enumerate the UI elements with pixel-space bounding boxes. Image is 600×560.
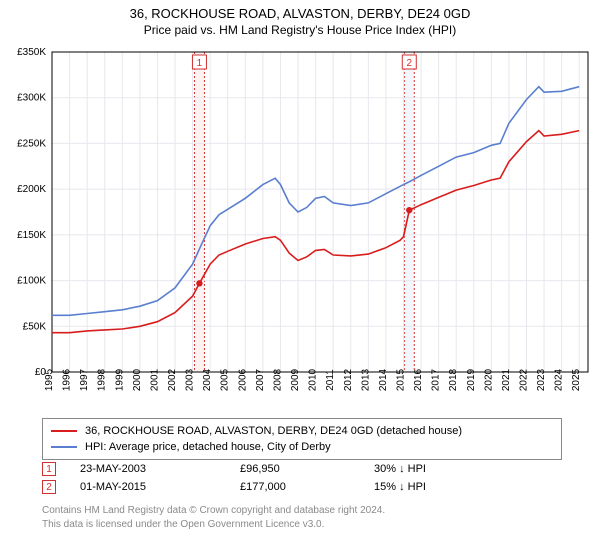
marker-row-1: 1 23-MAY-2003 £96,950 30% ↓ HPI	[42, 460, 562, 478]
page-subtitle: Price paid vs. HM Land Registry's House …	[0, 23, 600, 37]
svg-text:£200K: £200K	[17, 184, 46, 195]
marker-date-1: 23-MAY-2003	[80, 463, 216, 475]
footer-line-1: Contains HM Land Registry data © Crown c…	[42, 504, 562, 518]
svg-text:£50K: £50K	[23, 321, 47, 332]
page-title: 36, ROCKHOUSE ROAD, ALVASTON, DERBY, DE2…	[0, 6, 600, 21]
marker-delta-1: 30% ↓ HPI	[374, 463, 494, 475]
marker-badge-2: 2	[42, 480, 56, 494]
marker-badge-1: 1	[42, 462, 56, 476]
legend-item-hpi: HPI: Average price, detached house, City…	[51, 439, 553, 455]
chart-svg: £0£50K£100K£150K£200K£250K£300K£350K1995…	[0, 44, 600, 414]
svg-text:£150K: £150K	[17, 230, 46, 241]
legend-swatch-hpi	[51, 446, 77, 448]
svg-text:£250K: £250K	[17, 138, 46, 149]
svg-text:2: 2	[406, 58, 412, 69]
marker-price-1: £96,950	[240, 463, 350, 475]
marker-price-2: £177,000	[240, 481, 350, 493]
legend-swatch-subject	[51, 430, 77, 432]
legend-item-subject: 36, ROCKHOUSE ROAD, ALVASTON, DERBY, DE2…	[51, 423, 553, 439]
svg-text:£300K: £300K	[17, 93, 46, 104]
legend-label-hpi: HPI: Average price, detached house, City…	[85, 441, 331, 453]
footer-line-2: This data is licensed under the Open Gov…	[42, 518, 562, 532]
footer: Contains HM Land Registry data © Crown c…	[42, 504, 562, 531]
legend-label-subject: 36, ROCKHOUSE ROAD, ALVASTON, DERBY, DE2…	[85, 425, 462, 437]
marker-date-2: 01-MAY-2015	[80, 481, 216, 493]
marker-table: 1 23-MAY-2003 £96,950 30% ↓ HPI 2 01-MAY…	[42, 460, 562, 496]
svg-text:£100K: £100K	[17, 276, 46, 287]
price-chart: £0£50K£100K£150K£200K£250K£300K£350K1995…	[0, 44, 600, 414]
legend: 36, ROCKHOUSE ROAD, ALVASTON, DERBY, DE2…	[42, 418, 562, 460]
marker-row-2: 2 01-MAY-2015 £177,000 15% ↓ HPI	[42, 478, 562, 496]
svg-text:1: 1	[197, 58, 203, 69]
svg-text:£350K: £350K	[17, 47, 46, 58]
marker-delta-2: 15% ↓ HPI	[374, 481, 494, 493]
